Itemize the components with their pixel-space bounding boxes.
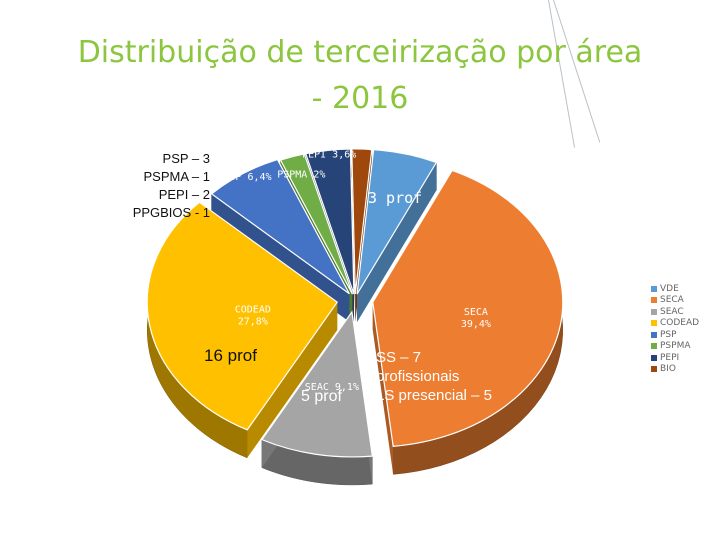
data-label-pspma: PSPMA 2% bbox=[277, 169, 325, 180]
legend-label: PEPI bbox=[660, 352, 680, 363]
data-label-line: CODEAD bbox=[235, 304, 271, 315]
legend-label: PSPMA bbox=[660, 341, 691, 352]
legend-swatch bbox=[651, 285, 657, 292]
data-label-line: PEPI 3,6% bbox=[302, 150, 356, 161]
ss-note-block: SS – 7 profissionais LS presencial – 5 bbox=[376, 348, 492, 405]
note-line: LS presencial – 5 bbox=[376, 387, 492, 404]
data-label-line: BIO 1,6% bbox=[338, 141, 386, 152]
data-label-line: 27,8% bbox=[238, 316, 268, 327]
legend-label: BIO bbox=[660, 364, 676, 375]
title-line-1: Distribuição de terceirização por área bbox=[77, 35, 643, 70]
data-label-line: SEAC 9,1% bbox=[305, 382, 359, 393]
pie-slice-codead bbox=[146, 201, 339, 431]
legend-item-vde: VDE bbox=[651, 283, 719, 295]
pie-slice-seca bbox=[372, 169, 564, 448]
note-line: PSPMA – 1 bbox=[143, 169, 210, 184]
data-label-line: PSPMA 2% bbox=[277, 169, 325, 180]
left-note-block: PSP – 3 PSPMA – 1 PEPI – 2 PPGBIOS - 1 bbox=[110, 150, 210, 222]
legend-item-codead: CODEAD bbox=[651, 318, 719, 330]
pie-slice-seac bbox=[260, 310, 374, 458]
pie-slice-bio bbox=[351, 148, 373, 294]
pie-slice-pspma bbox=[279, 153, 354, 295]
legend-label: CODEAD bbox=[660, 318, 700, 329]
data-label-bio: BIO 1,6% bbox=[338, 141, 386, 152]
legend-item-pspma: PSPMA bbox=[651, 341, 719, 353]
legend-item-psp: PSP bbox=[651, 329, 719, 341]
note-line: SS – 7 bbox=[376, 349, 422, 366]
data-label-line: VDE 5,2% bbox=[383, 143, 431, 154]
legend-label: SEAC bbox=[660, 306, 684, 317]
data-label-seca: SECA 39,4% bbox=[461, 307, 491, 330]
data-label-psp: PSP 6,4% bbox=[223, 172, 271, 183]
legend-swatch bbox=[651, 297, 657, 304]
data-label-vde: VDE 5,2% bbox=[383, 143, 431, 154]
data-label-line: SECA bbox=[464, 307, 488, 318]
legend-label: VDE bbox=[660, 283, 679, 294]
legend-label: PSP bbox=[660, 329, 677, 340]
chart-legend: VDE SECA SEAC CODEAD PSP PSPMA PEPI BIO bbox=[651, 283, 719, 375]
data-label-line: 39,4% bbox=[461, 319, 491, 330]
note-3-prof: 3 prof bbox=[368, 189, 423, 207]
legend-swatch bbox=[651, 366, 657, 373]
note-line: PEPI – 2 bbox=[158, 187, 210, 202]
note-line: profissionais bbox=[376, 368, 460, 385]
legend-swatch bbox=[651, 331, 657, 338]
legend-swatch bbox=[651, 308, 657, 315]
note-16-prof: 16 prof bbox=[204, 346, 257, 365]
note-line: PPGBIOS - 1 bbox=[132, 205, 210, 220]
pie-slice-pepi bbox=[304, 148, 355, 295]
legend-item-seca: SECA bbox=[651, 295, 719, 307]
slide-title: Distribuição de terceirização por área -… bbox=[70, 30, 650, 122]
legend-label: SECA bbox=[660, 295, 684, 306]
pie-slice-vde bbox=[356, 149, 438, 295]
data-label-line: PSP 6,4% bbox=[223, 172, 271, 183]
pie-slice-psp bbox=[210, 158, 350, 295]
legend-swatch bbox=[651, 320, 657, 327]
legend-item-pepi: PEPI bbox=[651, 352, 719, 364]
legend-item-bio: BIO bbox=[651, 364, 719, 376]
data-label-pepi: PEPI 3,6% bbox=[302, 150, 356, 161]
note-5-prof: 5 prof bbox=[301, 388, 342, 405]
legend-swatch bbox=[651, 354, 657, 361]
title-line-2: - 2016 bbox=[311, 81, 409, 116]
data-label-codead: CODEAD 27,8% bbox=[235, 304, 271, 327]
legend-item-seac: SEAC bbox=[651, 306, 719, 318]
data-label-seac: SEAC 9,1% bbox=[305, 382, 359, 393]
note-line: PSP – 3 bbox=[162, 151, 210, 166]
legend-swatch bbox=[651, 343, 657, 350]
